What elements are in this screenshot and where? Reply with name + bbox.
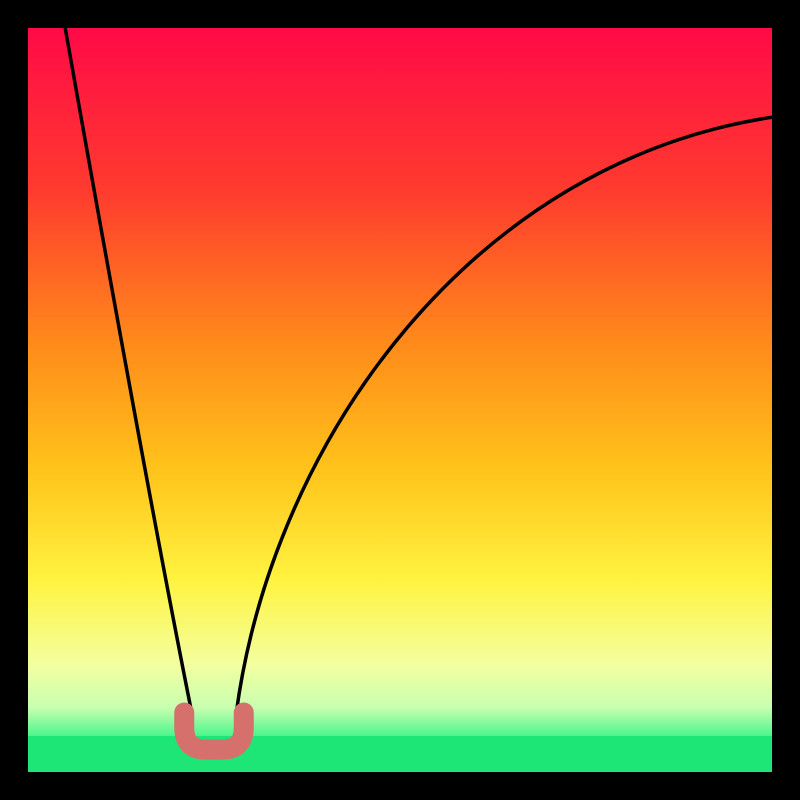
- left-curve: [65, 28, 191, 712]
- chart-svg: [28, 28, 772, 772]
- chart-frame: TheBottleneck.com: [0, 0, 800, 800]
- right-curve: [236, 117, 772, 712]
- valley-knob: [184, 712, 244, 749]
